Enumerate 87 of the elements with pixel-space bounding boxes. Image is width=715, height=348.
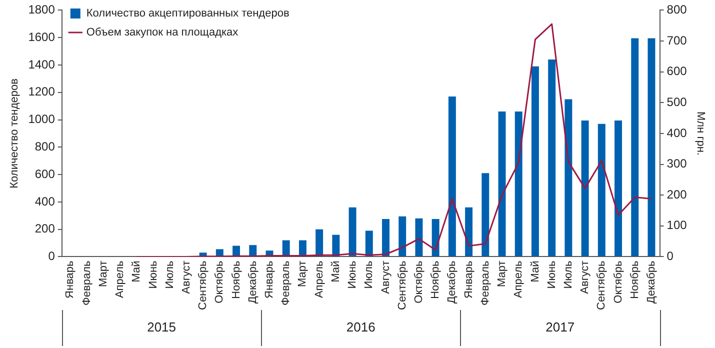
x-tick-label: Август: [579, 260, 592, 294]
bar: [398, 216, 406, 256]
legend-label: Объем закупок на площадках: [86, 26, 239, 39]
x-tick-label: Май: [529, 260, 542, 282]
x-tick-label: Ноябрь: [628, 260, 641, 299]
x-tick-label: Январь: [64, 260, 76, 298]
x-tick-label: Март: [496, 260, 508, 288]
x-tick-label: Июнь: [346, 260, 359, 289]
y-tick-label: 400: [34, 194, 56, 208]
bar: [614, 120, 622, 256]
y2-tick-label: 600: [666, 64, 688, 78]
x-tick-label: Октябрь: [412, 260, 425, 304]
y-tick-label: 1000: [28, 112, 56, 126]
y2-tick-label: 700: [666, 33, 688, 48]
y-tick-label: 1600: [28, 30, 56, 44]
x-tick-label: Март: [296, 260, 309, 288]
x-tick-label: Октябрь: [612, 260, 624, 304]
bar: [531, 66, 539, 256]
x-tick-label: Ноябрь: [230, 260, 242, 299]
bar: [348, 207, 356, 256]
bar: [232, 246, 240, 256]
x-tick-label: Декабрь: [646, 260, 658, 304]
y2-tick-label: 300: [666, 156, 688, 171]
y2-tick-label: 200: [666, 187, 688, 202]
bar: [365, 230, 373, 256]
y2-tick-label: 800: [666, 2, 688, 17]
bar: [316, 229, 324, 256]
y-tick-label: 800: [34, 139, 56, 154]
x-tick-label: Ноябрь: [430, 260, 442, 299]
x-tick-label: Сентябрь: [396, 260, 408, 310]
y-axis-title: Количество тендеров: [8, 78, 21, 188]
text: 2016: [346, 320, 376, 335]
y-tick-label: 600: [34, 166, 56, 181]
y-tick-label: 1800: [28, 2, 56, 17]
y-tick-label: 0: [48, 249, 56, 264]
bar: [465, 207, 473, 256]
bar: [581, 120, 589, 256]
x-tick-label: Апрель: [512, 260, 525, 298]
x-tick-label: Декабрь: [246, 260, 259, 304]
x-tick-label: Июль: [562, 260, 574, 289]
bar: [432, 219, 440, 256]
y2-axis-title: Млн грн.: [694, 111, 706, 156]
bar: [564, 99, 572, 256]
bar: [332, 234, 340, 256]
x-tick-label: Февраль: [479, 260, 492, 306]
x-tick-label: Июль: [164, 260, 176, 289]
text: 2017: [546, 320, 575, 335]
x-tick-label: Июль: [363, 260, 376, 289]
y2-tick-label: 100: [666, 218, 688, 232]
y2-tick-label: 500: [666, 94, 688, 109]
bar: [298, 240, 306, 256]
x-tick-label: Февраль: [280, 260, 292, 306]
y-tick-label: 200: [34, 222, 56, 236]
bar: [648, 38, 656, 256]
bar: [249, 245, 257, 256]
y-tick-label: 1200: [28, 84, 56, 99]
x-tick-label: Январь: [462, 260, 475, 298]
x-tick-label: Октябрь: [214, 260, 226, 304]
x-tick-label: Декабрь: [446, 260, 458, 304]
x-tick-label: Август: [180, 260, 192, 294]
bar: [598, 124, 606, 256]
bar: [415, 218, 423, 256]
x-tick-label: Сентябрь: [197, 260, 210, 310]
x-tick-label: Март: [97, 260, 110, 288]
bar: [548, 60, 556, 256]
x-tick-label: Сентябрь: [596, 260, 608, 310]
y2-tick-label: 400: [666, 126, 688, 140]
x-tick-label: Январь: [264, 260, 276, 298]
x-tick-label: Апрель: [313, 260, 326, 298]
text: 2015: [147, 320, 176, 335]
bar: [514, 112, 522, 256]
x-tick-label: Июнь: [546, 260, 558, 289]
legend-label: Количество акцептированных тендеров: [86, 8, 290, 20]
bar: [631, 38, 639, 256]
bar: [498, 112, 506, 256]
y2-tick-label: 0: [666, 249, 674, 264]
x-tick-label: Июнь: [147, 260, 160, 289]
bar: [382, 219, 390, 256]
y-tick-label: 1400: [28, 57, 56, 72]
x-tick-label: Август: [380, 260, 392, 294]
bar: [448, 96, 456, 256]
bar: [482, 173, 490, 256]
bar: [282, 240, 290, 256]
x-tick-label: Февраль: [80, 260, 93, 306]
x-tick-label: Май: [330, 260, 342, 282]
x-tick-label: Апрель: [114, 260, 126, 298]
x-tick-label: Май: [130, 260, 143, 282]
